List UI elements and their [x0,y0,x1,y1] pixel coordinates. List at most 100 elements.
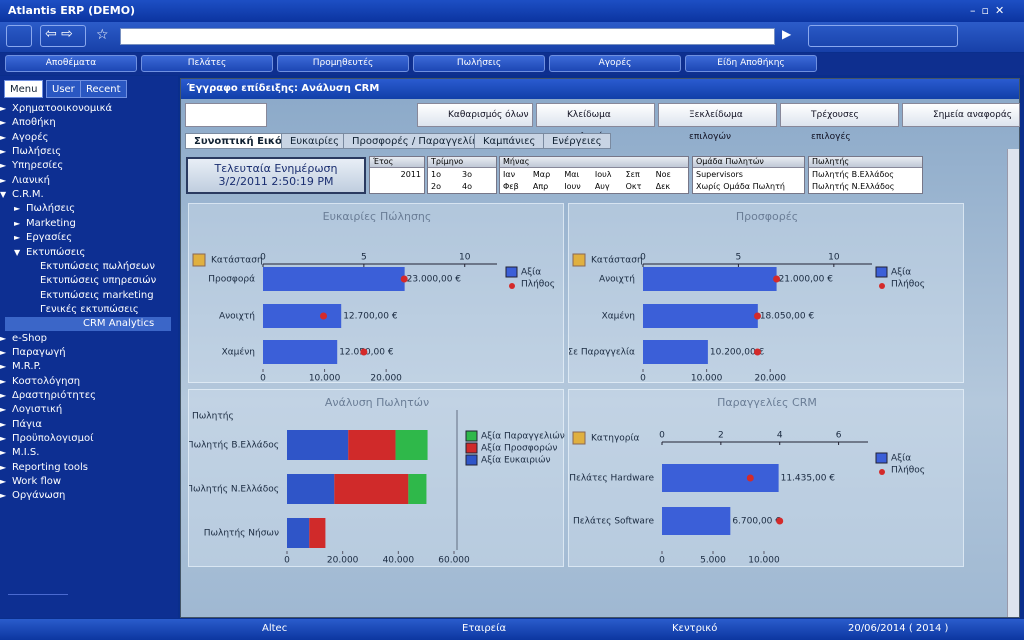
legend-label: Πλήθος [521,280,555,290]
doc-tab[interactable]: Προσφορές / Παραγγελίες [343,133,493,149]
menu-button[interactable]: Πωλήσεις [413,55,545,72]
tree-label: Εκτυπώσεις marketing [40,289,154,301]
tree-node[interactable]: ► Work flow [0,475,178,489]
tree-node[interactable]: ► Παραγωγή [0,346,178,360]
expander: ► [0,132,7,142]
tree-node[interactable]: ► Υπηρεσίες [0,159,178,173]
tree-node[interactable]: ► Λογιστική [0,403,178,417]
tree-node[interactable]: ► Πωλήσεις [0,145,178,159]
chart: Ανάλυση Πωλητών Πωλητής 0 20.000 40.000 60.00… [189,396,565,566]
filter-box[interactable]: Μήνας Ιαν Φεβ Μαρ Απρ Μαι Ιουν Ιουλ Αυγ Σεπ Οκτ Νοε… [499,156,689,194]
menu-button[interactable]: Αγορές [549,55,681,72]
tree-node[interactable]: ► Κοστολόγηση [0,375,178,389]
bar [662,507,731,535]
doc-tab[interactable]: Ενέργειες [543,133,611,149]
toolbar-button[interactable]: Καθαρισμός όλων [417,103,533,127]
filter-box[interactable]: Έτος 2011 [369,156,425,194]
x2-tick-label: 2 [718,431,724,441]
tree-node[interactable]: ► Προϋπολογισμοί [0,432,178,446]
category-label: Ανοιχτή [599,275,635,285]
x-tick-label: 20.000 [754,374,786,384]
filter-options: Πωλητής Β.Ελλάδος Πωλητής Ν.Ελλάδος [809,168,922,194]
toolbar-button[interactable]: Τρέχουσες επιλογές [780,103,899,142]
expander: ► [14,204,21,214]
quick-icons[interactable] [808,25,958,47]
tree-node[interactable]: ► Πάγια [0,418,178,432]
filter-option: Μαι [564,170,580,179]
favorite[interactable]: ☆ [96,27,109,43]
expander: ► [0,448,7,458]
count-dot [776,517,784,525]
filter-option: Μαρ [532,170,551,179]
tree-node[interactable]: ▼ Εκτυπώσεις [0,246,178,260]
x-tick-label: 10.000 [309,374,341,384]
legend-label: Αξία [891,454,911,464]
doc-tab[interactable]: Συνοπτική Εικόνα [185,133,305,149]
tree-node[interactable]: CRM Analytics [5,317,171,332]
tree-node[interactable]: ► Λιανική [0,174,178,188]
dimension-label: Πωλητής [192,412,234,422]
count-dot [754,312,761,320]
toolbar-button[interactable]: Σημεία αναφοράς [902,103,1020,127]
address-box[interactable] [120,28,775,45]
filter-title: Ομάδα Πωλητών [693,157,804,168]
sidebar-tab[interactable]: Menu [4,80,44,98]
filter-options: Ιαν Φεβ Μαρ Απρ Μαι Ιουν Ιουλ Αυγ Σεπ Οκτ Νοε Δεκ [500,168,688,194]
x2-tick-label: 5 [736,253,742,263]
tree-node[interactable]: Εκτυπώσεις marketing [0,289,178,303]
x-tick-label: 10.000 [691,374,723,384]
doc-tab[interactable]: Ευκαιρίες [281,133,348,149]
menu-button[interactable]: Προμηθευτές [277,55,409,72]
tree-node[interactable]: ► Οργάνωση [0,489,178,503]
tree-node[interactable]: Εκτυπώσεις πωλήσεων [0,260,178,274]
shadow [456,410,458,550]
category-label: Πωλητής Β.Ελλάδος [189,441,279,451]
toolbar-button[interactable]: Κλείδωμα επιλογών [536,103,655,142]
filter-title: Έτος [370,157,424,168]
legend-swatch [465,430,478,442]
tree-node[interactable]: ► Χρηματοοικονομικά [0,102,178,116]
sidebar-tab[interactable]: Recent [80,80,127,98]
filter-option: Ιουν [564,182,581,191]
toolbar-button[interactable]: Ξεκλείδωμα επιλογών [658,103,777,142]
tree-node[interactable]: ► Reporting tools [0,461,178,475]
tree-node[interactable]: ▼ C.R.M. [0,188,178,202]
nav-buttons[interactable]: ⇦ ⇨ [40,25,86,47]
filter-box[interactable]: Πωλητής Πωλητής Β.Ελλάδος Πωλητής Ν.Ελλάδο… [808,156,923,194]
menu-button[interactable]: Είδη Αποθήκης [685,55,817,72]
menu-button[interactable]: Αποθέματα [5,55,137,72]
bar-segment [287,474,335,504]
filter-box[interactable]: Ομάδα Πωλητών Supervisors Χωρίς Ομάδα Πωλη… [692,156,805,194]
tree-node[interactable]: ► Marketing [0,217,178,231]
go[interactable]: ▶ [782,27,792,41]
chart-panel: Ευκαιρίες Πώλησης Κατάσταση 0 10.000 20.000 0… [188,203,564,384]
window-controls[interactable]: –▫✕ [970,4,1011,17]
doc-tab[interactable]: Καμπάνιες [474,133,545,149]
tree-node[interactable]: ► Εργασίες [0,231,178,245]
bar-segment [408,474,427,504]
tree-node[interactable]: ► Αποθήκη [0,116,178,130]
tree-node[interactable]: ► Πωλήσεις [0,202,178,216]
tree-label: Εργασίες [26,232,73,244]
expander: ▼ [14,247,21,257]
chart-title: Παραγγελίες CRM [717,396,817,409]
tree-node[interactable]: ► e-Shop [0,332,178,346]
filter-option: 3ο [462,170,472,179]
sidebar-tab[interactable]: User [46,80,81,98]
tree-node[interactable]: ► M.R.P. [0,360,178,374]
category-label: Προσφορά [208,275,255,285]
chart-panel: Ανάλυση Πωλητών Πωλητής 0 20.000 40.000 60.00… [188,389,565,567]
tree-node[interactable]: Εκτυπώσεις υπηρεσιών [0,274,178,288]
legend-swatch [879,469,885,475]
tree-node[interactable]: Γενικές εκτυπώσεις [0,303,178,317]
legend-label: Αξία [891,268,911,278]
menu-button[interactable]: Πελάτες [141,55,273,72]
tree-node[interactable]: ► Δραστηριότητες [0,389,178,403]
tree-node[interactable]: ► Αγορές [0,131,178,145]
sidebar-toggle[interactable] [6,25,32,47]
expander: ► [0,362,7,372]
tree-node[interactable]: ► M.I.S. [0,446,178,460]
sidebar-icons [8,594,68,610]
filter-box[interactable]: Τρίμηνο 1ο 2ο 3ο 4ο [427,156,497,194]
